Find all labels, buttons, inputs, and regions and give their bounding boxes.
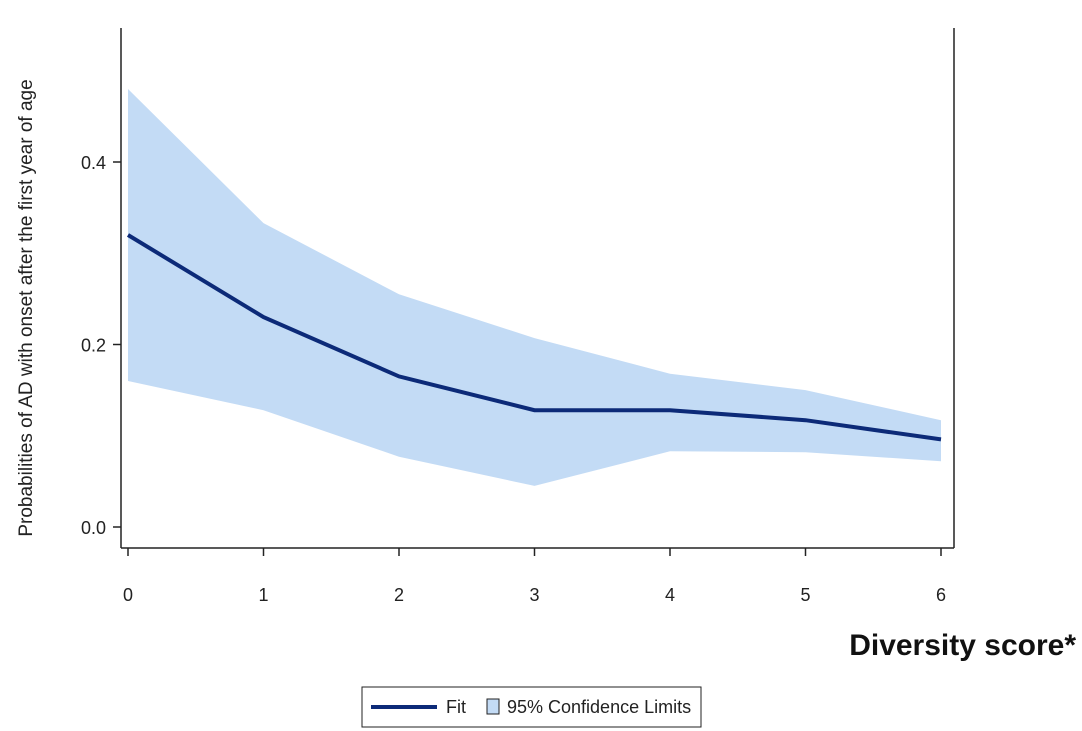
legend-fit-label: Fit: [446, 697, 466, 717]
x-axis-label: Diversity score*: [849, 629, 1076, 662]
x-tick-label: 0: [123, 585, 133, 605]
y-tick-label: 0.4: [81, 153, 106, 173]
y-ticks: 0.0 0.2 0.4: [81, 153, 121, 538]
y-axis-label: Probabilities of AD with onset after the…: [16, 79, 37, 536]
legend: Fit 95% Confidence Limits: [361, 686, 702, 728]
y-tick-label: 0.2: [81, 336, 106, 356]
fit-line: [126, 233, 942, 442]
legend-ci-label: 95% Confidence Limits: [507, 697, 691, 717]
x-tick-label: 2: [394, 585, 404, 605]
x-ticks: 0 1 2 3 4 5 6: [123, 548, 946, 605]
y-tick-label: 0.0: [81, 518, 106, 538]
x-tick-label: 1: [258, 585, 268, 605]
x-tick-label: 4: [665, 585, 675, 605]
confidence-band: [128, 89, 941, 486]
x-tick-label: 5: [800, 585, 810, 605]
x-tick-label: 3: [529, 585, 539, 605]
x-tick-label: 6: [936, 585, 946, 605]
legend-ci-swatch: [486, 698, 500, 715]
